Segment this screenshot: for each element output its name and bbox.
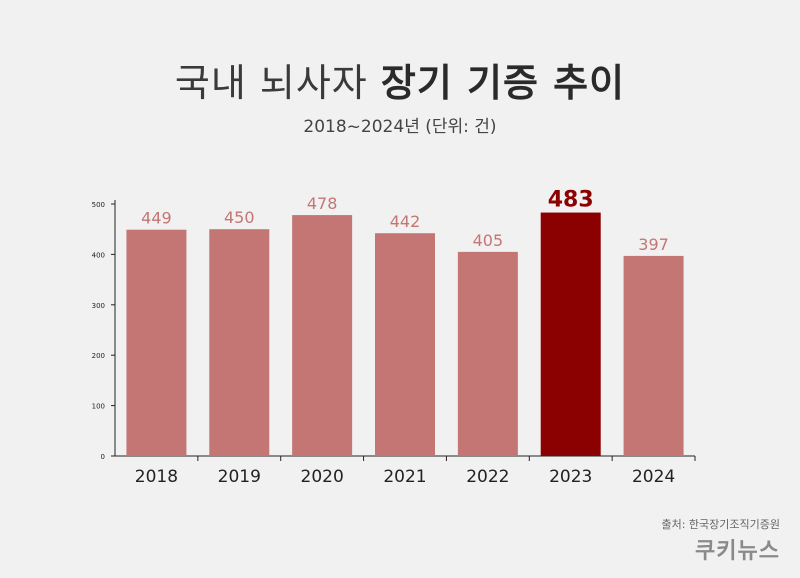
y-tick-label: 200 (92, 352, 105, 360)
data-label: 450 (224, 208, 255, 227)
y-tick-label: 0 (101, 453, 105, 461)
data-label: 483 (548, 188, 594, 213)
bar (623, 255, 684, 456)
bar (457, 251, 518, 456)
data-label: 478 (307, 194, 338, 213)
data-label: 405 (473, 231, 504, 250)
y-tick-label: 100 (92, 403, 105, 411)
data-label: 449 (141, 209, 172, 228)
data-label: 442 (390, 212, 421, 231)
y-tick-label: 300 (92, 302, 105, 310)
data-label: 397 (638, 235, 669, 254)
x-tick-label: 2022 (466, 467, 509, 487)
chart-title: 국내 뇌사자 장기 기증 추이 (0, 52, 800, 107)
y-tick-label: 500 (92, 201, 105, 209)
brand-logo: 쿠키뉴스 (695, 539, 780, 564)
title-light-part: 국내 뇌사자 (174, 61, 368, 105)
bar (540, 212, 601, 456)
chart-subtitle: 2018~2024년 (단위: 건) (303, 117, 497, 137)
x-tick-label: 2021 (383, 467, 426, 487)
x-tick-label: 2018 (135, 467, 178, 487)
bar (126, 229, 187, 456)
x-tick-label: 2023 (549, 467, 592, 487)
bar (292, 215, 353, 456)
x-tick-label: 2020 (301, 467, 344, 487)
x-tick-label: 2024 (632, 467, 675, 487)
y-tick-label: 400 (92, 251, 105, 259)
bar (209, 229, 270, 456)
title-bold-part: 장기 기증 추이 (380, 61, 626, 105)
x-tick-label: 2019 (218, 467, 261, 487)
source-note: 출처: 한국장기조직기증원 (661, 518, 780, 531)
bar (375, 233, 435, 456)
